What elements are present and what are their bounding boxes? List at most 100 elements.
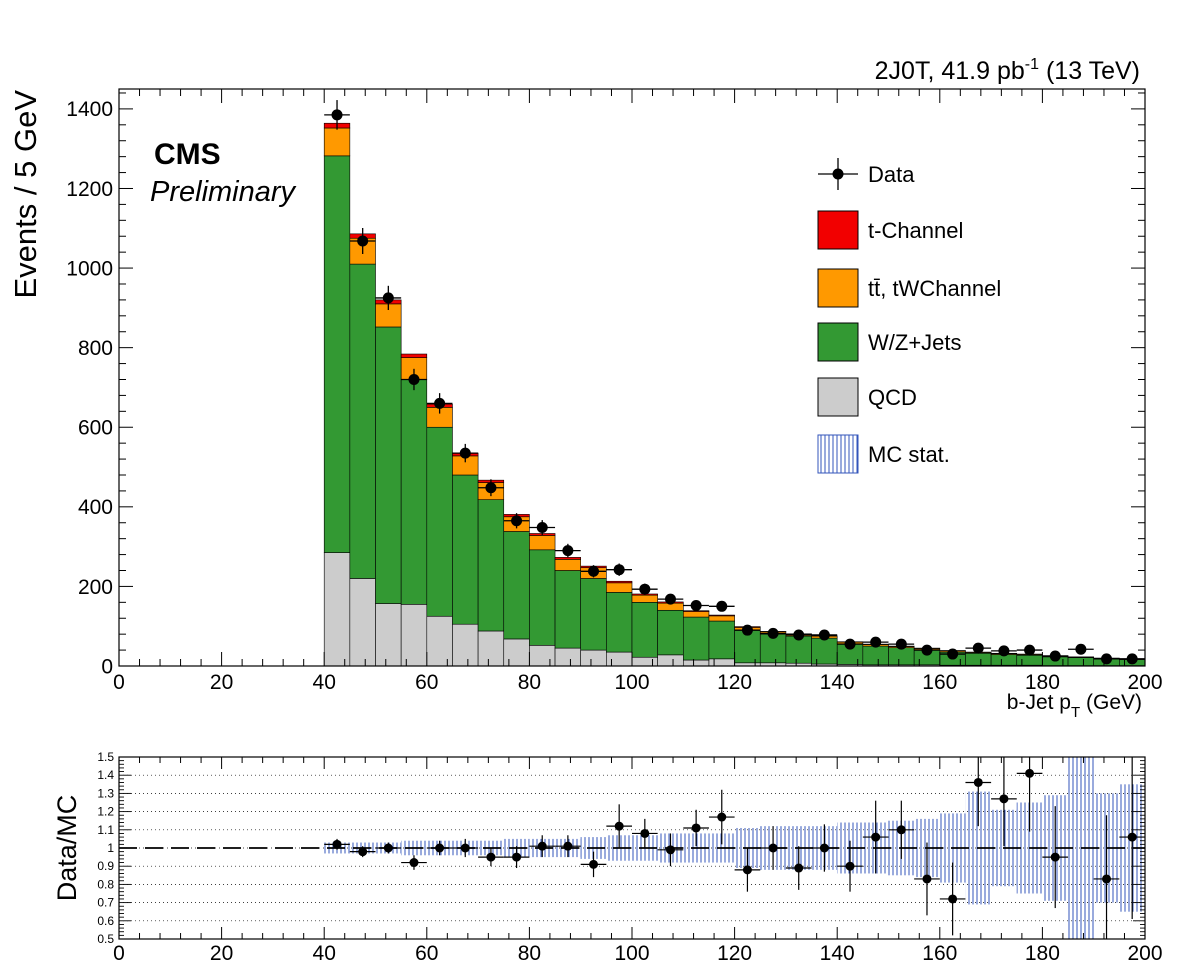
bar-wz-bin-11 bbox=[606, 592, 633, 653]
data-point-21 bbox=[862, 636, 889, 648]
y-tick-label-600: 600 bbox=[78, 417, 113, 440]
data-point-28 bbox=[1042, 650, 1069, 662]
data-point-0 bbox=[324, 100, 350, 130]
ratio-point-18 bbox=[785, 846, 812, 890]
y-tick-label-0: 0 bbox=[101, 655, 113, 678]
data-point-3 bbox=[401, 368, 427, 391]
x-tick-label-0: 0 bbox=[113, 671, 125, 694]
data-point-4 bbox=[426, 393, 453, 414]
ratio-y-tick-label-0.5: 0.5 bbox=[97, 932, 114, 946]
ratio-y-tick-label-1.4: 1.4 bbox=[97, 768, 114, 782]
ratio-x-tick-label-20: 20 bbox=[210, 942, 233, 965]
data-point-29 bbox=[1068, 643, 1094, 655]
data-point-26 bbox=[991, 645, 1017, 657]
bar-qcd-bin-3 bbox=[400, 604, 428, 667]
bar-tchannel-bin-3 bbox=[400, 353, 428, 358]
ratio-x-tick-label-80: 80 bbox=[518, 942, 541, 965]
ratio-point-26 bbox=[991, 757, 1017, 847]
y-tick-label-1200: 1200 bbox=[66, 178, 113, 201]
bar-ttbar-bin-14 bbox=[682, 611, 710, 618]
bar-wz-bin-25 bbox=[965, 652, 992, 666]
x-tick-label-20: 20 bbox=[210, 671, 233, 694]
data-point-25 bbox=[965, 642, 992, 654]
stacked-histogram bbox=[323, 122, 1146, 667]
data-point-5 bbox=[452, 443, 479, 463]
legend: Data t-Channel tt̄, tWChannel W/Z+Jets QCD MC… bbox=[817, 158, 1001, 474]
data-point-10 bbox=[580, 565, 607, 578]
bar-wz-bin-10 bbox=[580, 578, 607, 651]
data-point-17 bbox=[760, 627, 786, 639]
ratio-x-tick-label-200: 200 bbox=[1127, 942, 1162, 965]
bar-ttbar-bin-15 bbox=[708, 615, 735, 622]
data-point-31 bbox=[1119, 653, 1145, 665]
ratio-plot-panel: 0 20 40 60 80 100 120 140 160 180 200 0.5 0.6 0.7 0.8… bbox=[97, 750, 1162, 965]
lumi-label: 2J0T, 41.9 pb-1 (13 TeV) bbox=[875, 56, 1140, 85]
ratio-x-tick-label-120: 120 bbox=[717, 942, 752, 965]
legend-entry-wz: W/Z+Jets bbox=[817, 322, 962, 362]
ratio-point-11 bbox=[606, 804, 632, 848]
bar-qcd-bin-13 bbox=[657, 654, 684, 667]
bar-qcd-bin-0 bbox=[323, 552, 351, 667]
x-tick-label-40: 40 bbox=[313, 671, 336, 694]
bar-qcd-bin-1 bbox=[349, 578, 376, 667]
ratio-point-8 bbox=[529, 835, 556, 858]
ratio-y-tick-label-1.3: 1.3 bbox=[97, 786, 114, 800]
ratio-point-3 bbox=[401, 855, 427, 870]
bar-wz-bin-19 bbox=[811, 637, 838, 665]
ratio-y-tick-label-0.8: 0.8 bbox=[97, 877, 114, 891]
bar-wz-bin-27 bbox=[1016, 654, 1043, 666]
x-tick-label-60: 60 bbox=[415, 671, 438, 694]
bar-wz-bin-6 bbox=[477, 499, 505, 632]
ratio-point-31 bbox=[1119, 757, 1145, 919]
cms-label: CMS bbox=[154, 138, 221, 171]
legend-entry-ttbar: tt̄, tWChannel bbox=[817, 268, 1001, 308]
ratio-point-5 bbox=[452, 838, 479, 858]
ratio-point-22 bbox=[888, 800, 915, 859]
bar-wz-bin-0 bbox=[323, 155, 351, 553]
ratio-point-6 bbox=[478, 848, 504, 867]
legend-entry-data: Data bbox=[818, 158, 915, 190]
ratio-y-tick-label-0.6: 0.6 bbox=[97, 914, 114, 928]
bar-wz-bin-13 bbox=[657, 609, 684, 656]
data-point-18 bbox=[785, 629, 812, 641]
ratio-point-2 bbox=[375, 842, 402, 854]
bar-wz-bin-1 bbox=[349, 263, 376, 579]
main-y-axis-title: Events / 5 GeV bbox=[8, 90, 43, 299]
legend-entry-qcd: QCD bbox=[817, 377, 917, 417]
bar-wz-bin-22 bbox=[888, 647, 915, 666]
bar-qcd-bin-14 bbox=[682, 659, 710, 667]
legend-label-qcd: QCD bbox=[868, 385, 917, 410]
ratio-y-tick-label-1.2: 1.2 bbox=[97, 805, 114, 819]
ratio-point-30 bbox=[1093, 815, 1120, 939]
bar-ttbar-bin-0 bbox=[323, 127, 351, 157]
main-x-axis-title: b-Jet pT (GeV) bbox=[1007, 691, 1142, 721]
ratio-points bbox=[324, 757, 1145, 939]
ratio-point-12 bbox=[632, 818, 658, 848]
data-point-1 bbox=[349, 228, 376, 255]
ratio-x-tick-label-0: 0 bbox=[113, 942, 125, 965]
bar-wz-bin-21 bbox=[862, 645, 889, 666]
ratio-point-9 bbox=[555, 835, 581, 858]
bar-qcd-bin-8 bbox=[529, 645, 556, 667]
bar-qcd-bin-10 bbox=[580, 649, 607, 667]
data-points bbox=[324, 100, 1145, 665]
ratio-point-28 bbox=[1042, 806, 1069, 909]
bar-wz-bin-3 bbox=[400, 379, 428, 605]
bar-qcd-bin-6 bbox=[477, 630, 505, 667]
legend-entry-mcstat: MC stat. bbox=[817, 434, 950, 474]
ratio-point-25 bbox=[965, 757, 992, 827]
bar-tchannel-bin-9 bbox=[554, 557, 581, 560]
legend-label-mcstat: MC stat. bbox=[868, 442, 950, 467]
bar-qcd-bin-12 bbox=[631, 656, 658, 667]
bar-wz-bin-9 bbox=[554, 570, 581, 649]
bar-qcd-bin-9 bbox=[554, 647, 581, 667]
x-tick-label-80: 80 bbox=[518, 671, 541, 694]
main-x-axis: 0 20 40 60 80 100 120 140 160 180 200 bbox=[113, 89, 1163, 694]
ratio-point-14 bbox=[683, 809, 709, 847]
bar-wz-bin-15 bbox=[708, 620, 735, 660]
bar-ttbar-bin-12 bbox=[631, 594, 658, 603]
data-point-12 bbox=[632, 583, 658, 595]
main-y-axis: 0 200 400 600 800 1000 1200 1400 bbox=[66, 92, 1145, 678]
x-tick-label-120: 120 bbox=[717, 671, 752, 694]
